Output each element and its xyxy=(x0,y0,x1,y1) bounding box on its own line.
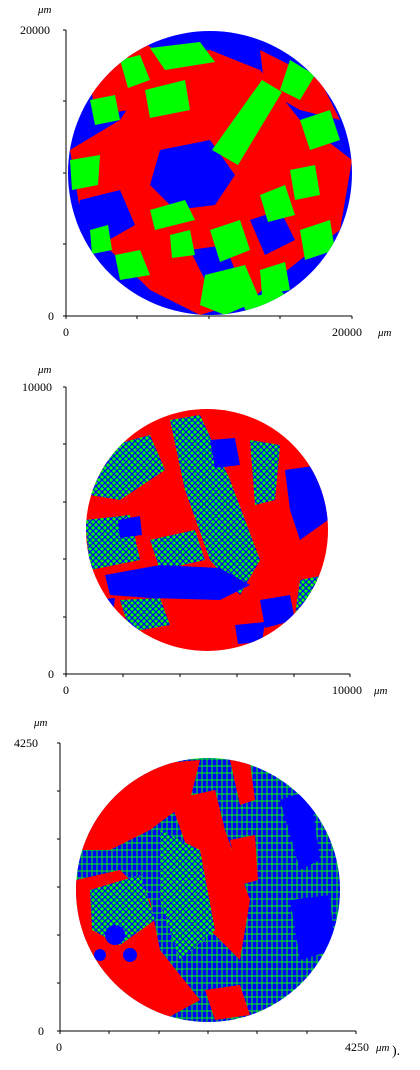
phase-map-1 xyxy=(68,31,352,315)
y-max-label-3: 4250 xyxy=(14,736,38,750)
x-unit-label-2: μm xyxy=(373,685,388,697)
x-min-label-1: 0 xyxy=(63,325,69,339)
y-ticks-2 xyxy=(63,386,66,675)
y-unit-label-3: μm xyxy=(33,717,48,729)
y-min-label-3: 0 xyxy=(38,1024,44,1038)
panel-3: μm 4250 0 0 4250 μm ). xyxy=(14,717,400,1059)
y-max-label-2: 10000 xyxy=(22,380,52,394)
x-unit-label-3: μm xyxy=(375,1042,390,1054)
y-unit-label-1: μm xyxy=(37,4,52,16)
x-min-label-2: 0 xyxy=(63,683,69,697)
x-ticks-1 xyxy=(65,316,353,319)
panel-1: μm 20000 0 0 20000 μm xyxy=(20,4,392,339)
x-unit-label-1: μm xyxy=(377,327,392,339)
y-min-label-1: 0 xyxy=(48,309,54,323)
y-max-label-1: 20000 xyxy=(20,23,50,37)
x-max-label-2: 10000 xyxy=(332,683,362,697)
x-min-label-3: 0 xyxy=(56,1040,62,1054)
y-unit-label-2: μm xyxy=(37,364,52,376)
phase-map-2 xyxy=(86,409,328,651)
x-ticks-3 xyxy=(59,1031,357,1034)
x-ticks-2 xyxy=(65,674,351,677)
x-max-label-3: 4250 xyxy=(345,1040,369,1054)
y-min-label-2: 0 xyxy=(48,667,54,681)
x-max-label-1: 20000 xyxy=(332,325,362,339)
y-ticks-3 xyxy=(57,742,60,1032)
phase-map-3 xyxy=(76,758,340,1022)
panel-2: μm 10000 0 0 10000 μm xyxy=(22,364,388,697)
trailing-text: ). xyxy=(392,1044,400,1059)
